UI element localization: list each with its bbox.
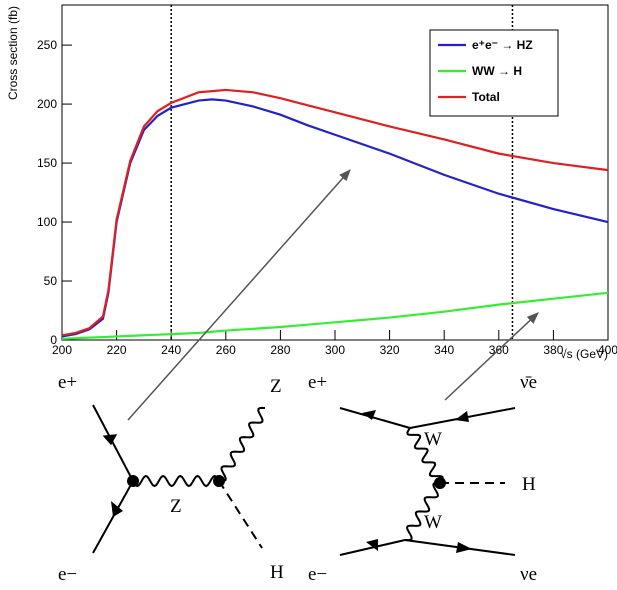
feynman-diagrams <box>92 404 516 556</box>
y-tick-label: 150 <box>37 156 57 170</box>
x-tick-label: 320 <box>380 343 400 357</box>
y-tick-label: 250 <box>37 38 57 52</box>
label: e− <box>308 564 327 585</box>
y-tick-label: 100 <box>37 215 57 229</box>
label: H <box>522 474 536 495</box>
y-tick-label: 50 <box>44 274 58 288</box>
series-line <box>61 88 609 337</box>
x-tick-label: 240 <box>161 343 181 357</box>
x-tick-label: 260 <box>216 343 236 357</box>
label: e+ <box>308 372 327 393</box>
label: Z <box>270 376 282 397</box>
diagram-labels: e+ Z e− H Z e+ ν̄e W H W e− νe <box>58 372 537 585</box>
boson-line <box>406 427 444 484</box>
label: Z <box>170 496 182 517</box>
x-tick-label: 300 <box>325 343 345 357</box>
y-tick-label: 0 <box>50 333 57 347</box>
label: H <box>270 562 284 583</box>
boson-line <box>132 474 220 488</box>
x-tick-label: 340 <box>434 343 454 357</box>
x-tick-label: 280 <box>270 343 290 357</box>
label: ν̄e <box>520 372 537 393</box>
x-axis-label: √s (GeV) <box>560 347 608 361</box>
y-axis-label: Cross section (fb) <box>6 6 20 100</box>
x-tick-label: 220 <box>107 343 127 357</box>
label: W <box>424 429 442 450</box>
legend-label: Total <box>472 90 500 104</box>
legend-label: WW → H <box>472 64 522 78</box>
label: e− <box>58 564 77 585</box>
label: e+ <box>58 372 77 393</box>
legend-label: e⁺e⁻ → HZ <box>472 38 533 52</box>
boson-line <box>404 481 441 542</box>
x-tick-label: 380 <box>543 343 563 357</box>
y-tick-label: 200 <box>37 97 57 111</box>
boson-line <box>218 406 266 483</box>
plot: 0 50 100 150 200 250 200 220 240 260 280 300 320 340 3… <box>37 4 617 357</box>
label: νe <box>520 564 537 585</box>
label: W <box>424 512 442 533</box>
x-tick-label: 200 <box>52 343 72 357</box>
x-tick-label: 400 <box>598 343 617 357</box>
